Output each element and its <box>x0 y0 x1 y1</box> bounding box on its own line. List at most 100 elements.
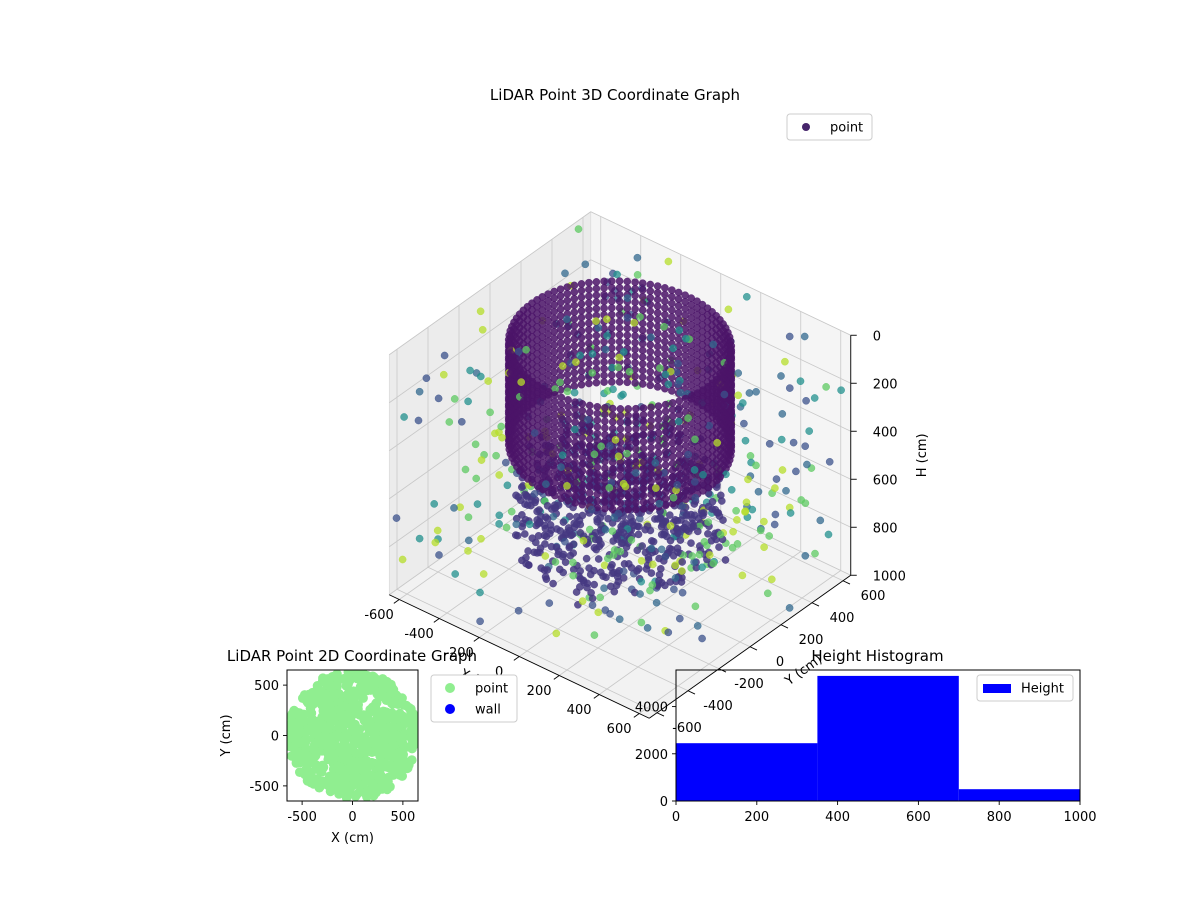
data-point <box>476 307 485 316</box>
data-point <box>571 404 579 413</box>
data-point <box>608 492 617 500</box>
data-point <box>691 602 700 611</box>
data-point <box>498 433 506 442</box>
data-point <box>682 482 690 490</box>
data-point <box>395 747 406 758</box>
data-point <box>585 401 594 410</box>
data-point <box>571 425 579 434</box>
data-point <box>576 583 584 591</box>
data-point <box>569 558 577 567</box>
data-point <box>585 359 593 368</box>
data-point <box>601 457 609 466</box>
data-point <box>592 317 600 325</box>
x-tick-label: 0 <box>672 810 680 825</box>
y-tick-mark <box>842 580 851 585</box>
data-point <box>388 714 399 725</box>
data-point <box>653 295 662 304</box>
data-point <box>361 755 372 766</box>
data-point <box>300 769 310 780</box>
data-point <box>624 458 633 467</box>
data-point <box>566 551 575 560</box>
data-point <box>323 749 334 760</box>
data-point <box>623 313 632 322</box>
data-point <box>605 483 614 492</box>
data-point <box>561 269 569 278</box>
data-point <box>360 674 370 684</box>
grid-y-floor <box>458 544 720 670</box>
data-point <box>299 690 310 700</box>
data-point <box>639 458 648 466</box>
data-point <box>329 740 339 750</box>
data-point <box>502 523 511 532</box>
data-point <box>551 558 560 566</box>
data-point <box>585 312 593 321</box>
data-point <box>551 397 559 406</box>
data-point <box>639 424 648 433</box>
data-point <box>632 418 640 426</box>
data-point <box>778 410 787 418</box>
data-point <box>653 349 662 358</box>
data-point <box>557 494 566 503</box>
data-point <box>624 405 633 413</box>
data-point <box>478 325 487 334</box>
z-tick-label: 600 <box>873 473 898 488</box>
data-point <box>822 383 830 391</box>
data-point <box>600 378 608 386</box>
data-point <box>666 536 675 545</box>
data-point <box>624 492 633 501</box>
legend-marker-point <box>802 123 810 131</box>
data-point <box>572 358 580 366</box>
data-point <box>704 502 713 511</box>
data-point <box>623 294 632 302</box>
data-point <box>476 372 485 381</box>
data-point <box>624 472 633 480</box>
data-point <box>746 452 755 460</box>
data-point <box>608 371 616 379</box>
data-point <box>623 304 632 313</box>
data-point <box>768 575 776 584</box>
data-point <box>631 338 639 347</box>
data-point <box>668 292 676 301</box>
data-point <box>556 298 565 307</box>
data-point <box>630 318 639 327</box>
data-point <box>649 560 657 569</box>
data-point <box>523 493 532 501</box>
data-point <box>564 496 572 505</box>
x-tick-label: 200 <box>527 684 552 699</box>
data-point <box>661 494 670 503</box>
data-point <box>691 478 699 486</box>
data-point <box>525 520 534 529</box>
data-point <box>639 478 648 486</box>
legend-marker-point <box>445 683 455 693</box>
data-point <box>358 693 368 703</box>
data-point <box>646 307 655 316</box>
data-point <box>514 347 523 356</box>
data-point <box>451 570 460 578</box>
data-point <box>592 545 601 554</box>
data-point <box>600 371 608 380</box>
chart-histogram-ticks: 0 200 400 600 800 1000 0 2000 4000 <box>635 701 1097 825</box>
data-point <box>558 451 567 460</box>
data-point <box>638 279 647 288</box>
data-point <box>674 295 683 304</box>
data-point <box>585 292 593 301</box>
data-point <box>647 450 655 459</box>
data-point <box>627 518 635 527</box>
data-point <box>608 527 617 535</box>
y-tick-label: -200 <box>734 677 764 692</box>
data-point <box>616 458 625 467</box>
chart-histogram-title: Height Histogram <box>811 647 943 665</box>
data-point <box>608 411 617 420</box>
data-point <box>327 680 338 690</box>
data-point <box>577 340 586 349</box>
data-point <box>778 466 787 474</box>
data-point <box>633 546 642 555</box>
data-point <box>464 536 473 545</box>
data-point <box>570 375 579 384</box>
y-tick-label: 0 <box>776 655 784 670</box>
data-point <box>623 324 632 333</box>
data-point <box>674 548 682 557</box>
data-point <box>668 387 676 395</box>
data-point <box>576 567 585 575</box>
data-point <box>581 260 590 269</box>
